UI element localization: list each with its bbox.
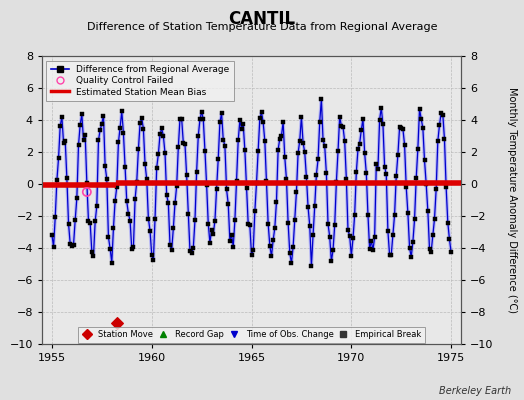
Text: Berkeley Earth: Berkeley Earth xyxy=(439,386,511,396)
Point xyxy=(113,320,121,326)
Point xyxy=(83,189,91,195)
Text: Difference of Station Temperature Data from Regional Average: Difference of Station Temperature Data f… xyxy=(87,22,437,32)
Y-axis label: Monthly Temperature Anomaly Difference (°C): Monthly Temperature Anomaly Difference (… xyxy=(507,87,517,313)
Legend: Station Move, Record Gap, Time of Obs. Change, Empirical Break: Station Move, Record Gap, Time of Obs. C… xyxy=(79,327,424,343)
Text: CANTIL: CANTIL xyxy=(228,10,296,28)
